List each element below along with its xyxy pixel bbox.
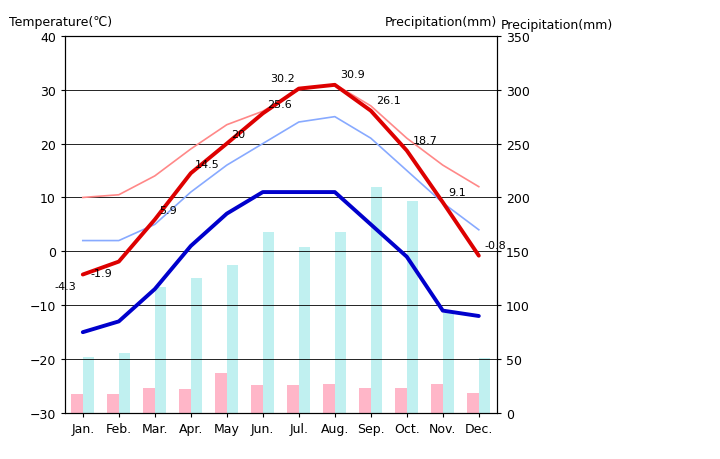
Tokyo, Japan
High Temp. [402,136,411,142]
Horasan Low
Temp. [330,190,339,196]
Horasan Low
Temp. [438,308,447,313]
Tokyo, Japan
High Temp. [366,104,375,109]
Tokyo, Japan
Low Temp. [222,163,231,168]
Horasan High
Temp. [474,253,483,259]
Bar [431,384,443,413]
Text: Temperature(℃): Temperature(℃) [9,16,112,29]
Tokyo, Japan
Low Temp. [402,168,411,174]
Bar [395,388,407,413]
Bar [251,385,263,413]
Text: -1.9: -1.9 [90,269,112,279]
Horasan Low
Temp. [150,287,159,292]
Tokyo, Japan
Low Temp. [330,115,339,120]
Horasan Low
Temp. [366,222,375,228]
Horasan High
Temp. [366,109,375,114]
Bar [191,279,202,413]
Bar [479,358,490,413]
Text: 26.1: 26.1 [377,96,401,106]
Text: 30.9: 30.9 [341,70,365,80]
Text: 20: 20 [231,130,245,140]
Horasan Low
Temp. [78,330,87,335]
Horasan High
Temp. [294,87,303,92]
Bar [83,357,94,413]
Text: 25.6: 25.6 [267,100,292,110]
Text: Precipitation(mm): Precipitation(mm) [500,19,613,32]
Horasan High
Temp. [114,259,123,265]
Tokyo, Japan
High Temp. [474,185,483,190]
Horasan High
Temp. [258,112,267,117]
Bar [107,394,119,413]
Bar [323,384,335,413]
Tokyo, Japan
High Temp. [150,174,159,179]
Tokyo, Japan
Low Temp. [186,190,195,196]
Text: 5.9: 5.9 [159,206,176,216]
Bar [119,353,130,413]
Horasan High
Temp. [150,217,159,223]
Bar [179,389,191,413]
Horasan Low
Temp. [474,313,483,319]
Text: 18.7: 18.7 [413,136,437,146]
Text: -4.3: -4.3 [54,281,76,291]
Horasan Low
Temp. [294,190,303,196]
Tokyo, Japan
Low Temp. [366,136,375,142]
Horasan Low
Temp. [186,244,195,249]
Text: Precipitation(mm): Precipitation(mm) [384,16,497,29]
Bar [371,187,382,413]
Bar [443,313,454,413]
Horasan High
Temp. [222,141,231,147]
Bar [359,388,371,413]
Tokyo, Japan
Low Temp. [294,120,303,125]
Text: -0.8: -0.8 [485,241,506,251]
Horasan High
Temp. [330,83,339,89]
Horasan Low
Temp. [222,212,231,217]
Line: Horasan High
Temp.: Horasan High Temp. [83,86,479,275]
Bar [227,266,238,413]
Tokyo, Japan
High Temp. [258,109,267,115]
Bar [155,287,166,413]
Tokyo, Japan
Low Temp. [78,238,87,244]
Tokyo, Japan
Low Temp. [114,238,123,244]
Bar [467,392,479,413]
Tokyo, Japan
High Temp. [114,193,123,198]
Horasan High
Temp. [438,200,447,206]
Tokyo, Japan
High Temp. [438,163,447,168]
Horasan Low
Temp. [114,319,123,325]
Tokyo, Japan
High Temp. [78,195,87,201]
Horasan Low
Temp. [258,190,267,196]
Horasan Low
Temp. [402,254,411,260]
Legend: Horasan Prop., Tokyo, Japan
Prop., Horasan High
Temp., Horasan Low
Temp., Tokyo,: Horasan Prop., Tokyo, Japan Prop., Horas… [517,51,634,213]
Bar [287,385,299,413]
Bar [263,232,274,413]
Line: Tokyo, Japan
High Temp.: Tokyo, Japan High Temp. [83,85,479,198]
Bar [299,247,310,413]
Tokyo, Japan
High Temp. [294,88,303,93]
Tokyo, Japan
High Temp. [330,82,339,88]
Horasan High
Temp. [78,272,87,278]
Bar [407,201,418,413]
Bar [335,232,346,413]
Tokyo, Japan
High Temp. [222,123,231,128]
Text: 14.5: 14.5 [195,160,220,170]
Line: Tokyo, Japan
Low Temp.: Tokyo, Japan Low Temp. [83,118,479,241]
Bar [71,394,83,413]
Tokyo, Japan
Low Temp. [258,141,267,147]
Horasan High
Temp. [186,171,195,177]
Tokyo, Japan
Low Temp. [438,201,447,206]
Text: 30.2: 30.2 [270,74,294,84]
Bar [143,388,155,413]
Tokyo, Japan
Low Temp. [474,228,483,233]
Tokyo, Japan
Low Temp. [150,222,159,228]
Tokyo, Japan
High Temp. [186,147,195,152]
Text: 9.1: 9.1 [449,187,466,197]
Horasan High
Temp. [402,149,411,154]
Line: Horasan Low
Temp.: Horasan Low Temp. [83,193,479,332]
Bar [215,373,227,413]
